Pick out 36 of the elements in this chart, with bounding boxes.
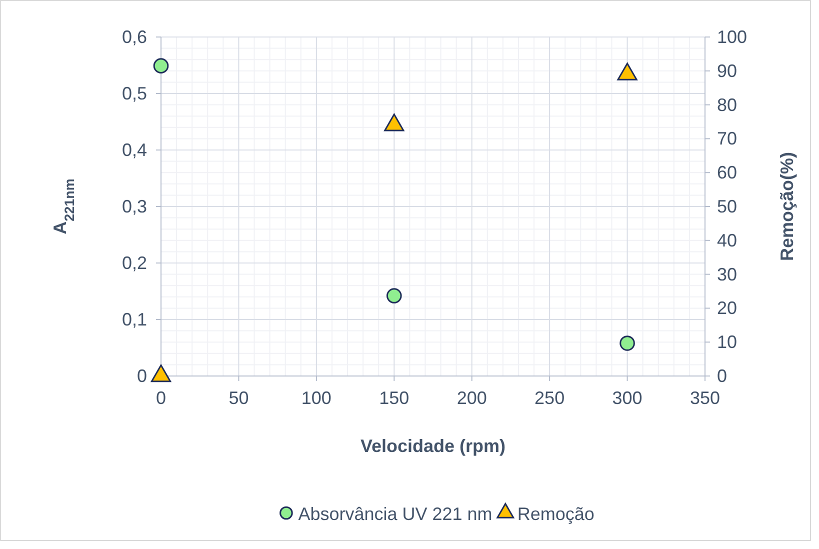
y2-tick-label: 90	[717, 60, 738, 81]
y-tick-label: 0	[136, 366, 147, 386]
y2-tick-label: 40	[717, 230, 738, 250]
y-tick-label: 0,5	[122, 84, 147, 104]
x-tick-label: 200	[456, 388, 487, 408]
x-tick-label: 100	[301, 388, 332, 408]
y2-tick-label: 20	[717, 298, 738, 318]
x-tick-label: 300	[612, 388, 642, 408]
y2-tick-label: 70	[717, 128, 738, 149]
y2-tick-label: 80	[717, 94, 738, 115]
point	[150, 364, 172, 382]
point	[153, 58, 169, 74]
y-tick-label: 0,1	[122, 310, 147, 330]
x-tick-label: 0	[156, 388, 166, 408]
point	[384, 114, 404, 132]
y-tick-label: 0,2	[122, 253, 147, 273]
y2-axis-title: Remoção(%)	[777, 152, 797, 262]
y-tick-label: 0,3	[122, 196, 147, 216]
y-tick-label: 0,6	[122, 27, 147, 47]
point	[620, 336, 635, 351]
x-tick-label: 350	[690, 388, 720, 408]
y2-tick-label: 100	[717, 27, 748, 47]
y2-tick-label: 50	[717, 196, 738, 216]
x-axis-title: Velocidade (rpm)	[360, 436, 506, 456]
point	[386, 288, 402, 304]
x-tick-label: 50	[228, 388, 249, 408]
legend-label: Absorvância UV 221 nm	[298, 504, 492, 524]
x-tick-label: 150	[379, 388, 410, 408]
legend-label: Remoção	[517, 504, 594, 524]
y-tick-label: 0,4	[122, 140, 147, 160]
x-tick-label: 250	[534, 388, 565, 408]
y2-tick-label: 30	[717, 264, 738, 284]
point	[617, 62, 638, 80]
y2-tick-label: 60	[717, 162, 738, 183]
y2-tick-label: 0	[717, 366, 728, 386]
y2-tick-label: 10	[717, 332, 738, 352]
